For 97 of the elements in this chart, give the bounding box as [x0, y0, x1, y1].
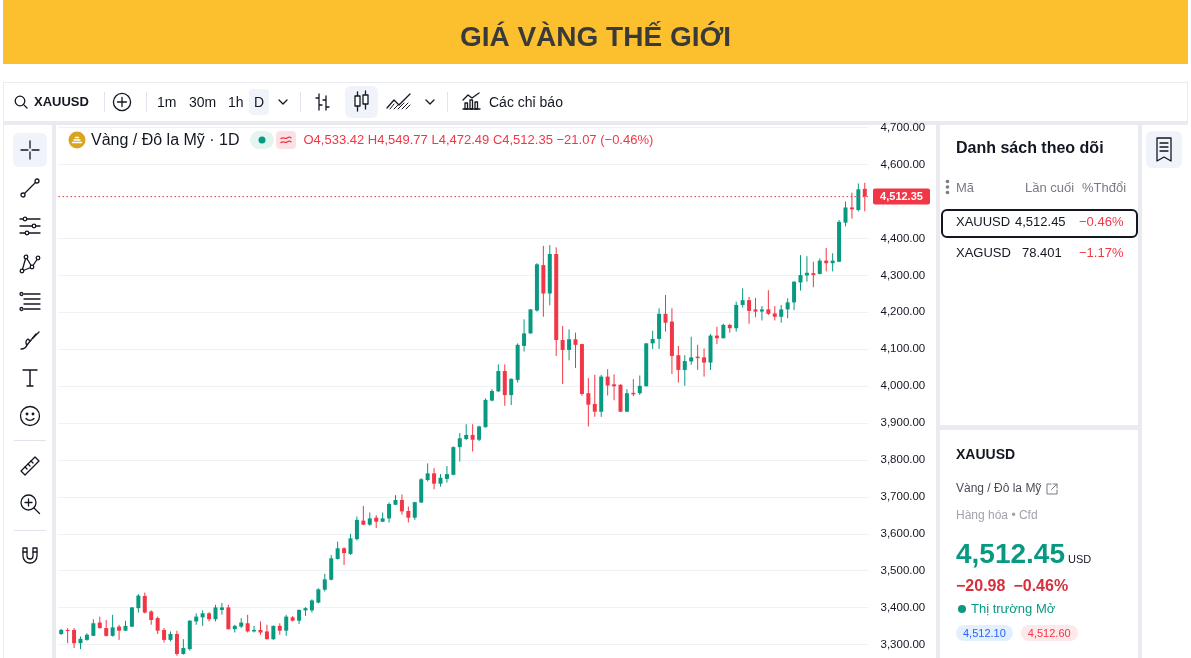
candlestick — [592, 374, 597, 418]
candlestick — [843, 201, 848, 227]
text: USD — [1068, 553, 1092, 566]
text: Mã — [956, 180, 975, 195]
text: XAUUSD — [34, 94, 89, 110]
candlestick — [612, 373, 617, 401]
y-tick-label: 3,900.00 — [880, 416, 926, 429]
y-tick-label: 4,100.00 — [880, 342, 926, 355]
text: XAUUSD — [956, 446, 1016, 462]
candlestick — [502, 363, 507, 407]
text: −20.98 — [956, 577, 1006, 595]
candlestick — [329, 554, 334, 581]
y-tick-label: 3,300.00 — [880, 637, 926, 650]
candlestick — [676, 345, 681, 384]
text: 30m — [189, 94, 217, 110]
text: D — [249, 89, 270, 115]
candlestick — [425, 462, 430, 482]
candlestick — [110, 614, 115, 638]
text: 1h — [228, 94, 244, 110]
candlestick — [567, 328, 572, 361]
text: Lần cuối — [1025, 180, 1075, 195]
text: 4,512.45 — [956, 538, 1065, 570]
candlestick — [432, 467, 437, 490]
candlestick — [136, 593, 141, 614]
candlestick — [129, 606, 134, 628]
candlestick — [457, 432, 462, 463]
candlestick — [522, 318, 527, 352]
candlestick — [354, 516, 359, 542]
candlestick — [689, 336, 694, 366]
text: Vàng / Đô la Mỹ — [956, 481, 1042, 496]
candlestick — [702, 348, 707, 378]
text: Danh sách theo dõi — [956, 139, 1104, 157]
candlestick — [637, 374, 642, 396]
candlestick — [560, 325, 565, 385]
candlestick — [65, 627, 70, 644]
text: −0.46% — [1079, 214, 1124, 230]
ref-line-label: 4,512.35 — [880, 189, 923, 202]
y-tick-label: 4,300.00 — [880, 268, 926, 281]
y-tick-label: 4,200.00 — [880, 305, 926, 318]
y-tick-label: 3,400.00 — [880, 600, 926, 613]
y-tick-label: 3,600.00 — [880, 527, 926, 540]
text: XAUUSD — [956, 214, 1011, 230]
text: 78.401 — [1022, 245, 1062, 261]
candlestick — [387, 502, 392, 523]
candlestick — [792, 280, 797, 311]
y-tick-label: 3,800.00 — [880, 453, 926, 466]
candlestick — [444, 465, 449, 484]
text: Các chỉ báo — [489, 94, 563, 110]
text: Hàng hóa • Cfd — [956, 508, 1038, 523]
candlestick — [419, 477, 424, 504]
text: Thị trường Mở — [971, 601, 1056, 616]
y-tick-label: 4,400.00 — [880, 231, 926, 244]
candlestick — [740, 287, 745, 309]
text: −0.46% — [1013, 577, 1069, 595]
candlestick — [348, 533, 353, 556]
candlestick — [226, 604, 231, 631]
candlestick — [682, 354, 687, 387]
text: 4,512.10 — [956, 625, 1013, 641]
text: 4,512.45 — [1015, 214, 1066, 230]
text: −1.17% — [1079, 245, 1124, 261]
candlestick — [496, 363, 501, 393]
candlestick — [470, 423, 475, 453]
y-tick-label: 4,600.00 — [880, 157, 926, 170]
candlestick — [811, 261, 816, 288]
candlestick — [264, 624, 269, 641]
candlestick — [759, 305, 764, 321]
candlestick — [856, 182, 861, 213]
candlestick — [663, 294, 668, 333]
candlestick — [509, 377, 514, 406]
candlestick — [798, 254, 803, 292]
candlestick — [766, 289, 771, 316]
candlestick — [72, 627, 77, 649]
candlestick — [219, 602, 224, 616]
candlestick — [528, 308, 533, 335]
y-tick-label: 3,700.00 — [880, 490, 926, 503]
candlestick — [734, 301, 739, 333]
text: XAGUSD — [956, 245, 1011, 261]
text: 4,512.60 — [1020, 625, 1078, 641]
annotation: O4,533.42 H4,549.77 L4,472.49 C4,512.35 −21.07 (−0.46%) — [303, 131, 654, 149]
y-tick-label: 4,700.00 — [880, 120, 926, 133]
y-tick-label: 4,000.00 — [880, 379, 926, 392]
candlestick — [753, 297, 758, 318]
annotation: Vàng / Đô la Mỹ · 1D — [91, 130, 240, 150]
chart-title: GIÁ VÀNG THẾ GIỚI — [459, 21, 732, 53]
candlestick — [399, 493, 404, 516]
candlestick — [586, 377, 591, 427]
candlestick — [573, 332, 578, 369]
candlestick — [605, 368, 610, 396]
candlestick — [174, 630, 179, 657]
text: 1m — [157, 94, 177, 110]
text: %Thđổi — [1082, 180, 1127, 195]
y-tick-label: 3,500.00 — [880, 563, 926, 576]
candlestick — [342, 546, 347, 566]
candlestick — [284, 614, 289, 637]
candlestick — [117, 624, 122, 641]
candlestick — [785, 297, 790, 319]
candlestick — [747, 296, 752, 325]
